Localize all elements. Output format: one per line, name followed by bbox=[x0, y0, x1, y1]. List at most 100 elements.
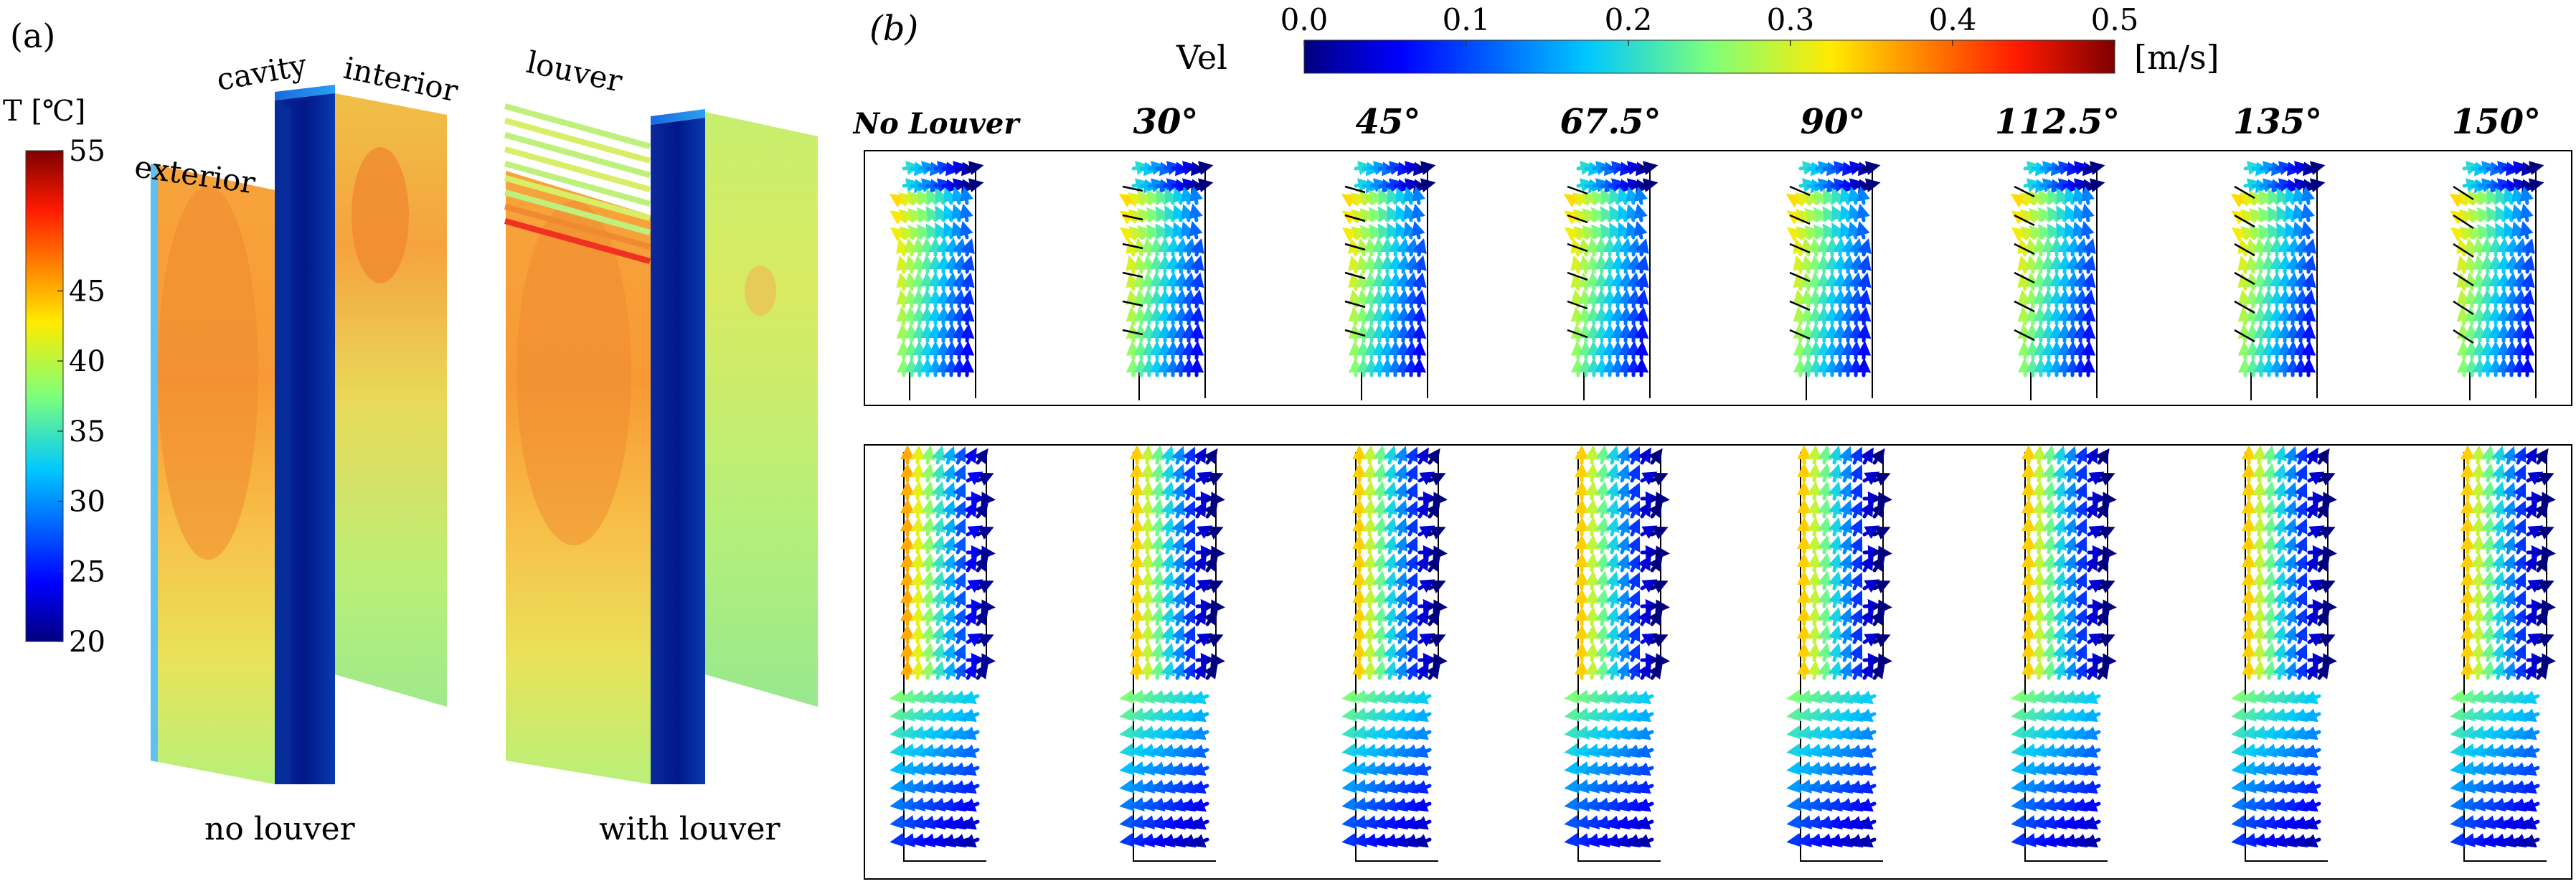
velocity-vector bbox=[2276, 205, 2290, 222]
velocity-vector bbox=[2074, 536, 2087, 555]
velocity-vector bbox=[2302, 272, 2316, 291]
velocity-vector bbox=[2523, 662, 2537, 680]
velocity-vector bbox=[2273, 535, 2287, 555]
lower-field-5 bbox=[2011, 445, 2117, 862]
velocity-vector bbox=[1428, 653, 1448, 668]
column-header: 135° bbox=[2233, 102, 2322, 142]
velocity-vector bbox=[896, 272, 910, 291]
velocity-vector bbox=[2273, 499, 2287, 519]
velocity-vector bbox=[1626, 255, 1641, 274]
velocity-vector bbox=[1831, 222, 1845, 240]
velocity-vector bbox=[1600, 223, 1614, 240]
velocity-vector bbox=[1362, 445, 1377, 465]
velocity-vector bbox=[1383, 535, 1397, 555]
velocity-vector bbox=[1359, 191, 1375, 207]
velocity-vector bbox=[2301, 341, 2316, 360]
velocity-vector bbox=[1190, 255, 1204, 274]
velocity-vector bbox=[935, 222, 948, 240]
velocity-vector bbox=[1590, 224, 1606, 240]
velocity-vector bbox=[1605, 660, 1620, 680]
velocity-colorbar-unit: [m/s] bbox=[2134, 38, 2219, 77]
velocity-vector bbox=[2513, 464, 2527, 483]
velocity-vector bbox=[1388, 255, 1403, 274]
velocity-vector bbox=[1570, 358, 1585, 377]
velocity-vector bbox=[1190, 744, 1209, 758]
velocity-vector bbox=[2011, 227, 2027, 242]
velocity-vector bbox=[1404, 324, 1419, 343]
velocity-vector bbox=[2283, 589, 2298, 608]
velocity-vector bbox=[2082, 708, 2101, 723]
velocity-vector bbox=[1618, 222, 1631, 240]
velocity-vector bbox=[1818, 642, 1832, 662]
velocity-vector bbox=[2491, 624, 2506, 644]
velocity-vector bbox=[1635, 834, 1654, 848]
velocity-vector bbox=[1635, 708, 1654, 723]
velocity-vector bbox=[2065, 341, 2080, 360]
velocity-vector bbox=[1373, 588, 1387, 608]
velocity-vector bbox=[2481, 517, 2496, 537]
velocity-vector bbox=[2230, 194, 2247, 208]
velocity-vector bbox=[1395, 222, 1409, 240]
velocity-vector bbox=[951, 187, 966, 205]
velocity-vector bbox=[2502, 517, 2516, 537]
velocity-vector bbox=[2273, 588, 2287, 608]
velocity-vector bbox=[1362, 463, 1377, 483]
velocity-vector bbox=[2526, 633, 2544, 647]
velocity-vector bbox=[1364, 306, 1379, 326]
velocity-vector bbox=[1627, 446, 1641, 465]
velocity-vector bbox=[1635, 816, 1654, 830]
velocity-vector bbox=[1348, 306, 1363, 326]
velocity-vector bbox=[2084, 608, 2098, 626]
velocity-vector bbox=[1627, 644, 1641, 662]
velocity-vector bbox=[2263, 499, 2277, 519]
velocity-vector bbox=[2480, 289, 2495, 309]
velocity-vector bbox=[2504, 289, 2519, 309]
velocity-vector bbox=[966, 579, 983, 593]
velocity-vector bbox=[2097, 472, 2115, 486]
interior-hotspot-louver bbox=[745, 265, 776, 316]
velocity-vector bbox=[912, 341, 927, 360]
velocity-vector bbox=[2029, 208, 2044, 224]
velocity-vector bbox=[1140, 517, 1155, 537]
velocity-vector bbox=[2273, 463, 2287, 483]
velocity-vector bbox=[2052, 588, 2067, 608]
velocity-vector bbox=[1362, 642, 1377, 662]
velocity-vector bbox=[2513, 662, 2527, 680]
velocity-vector bbox=[1181, 306, 1197, 326]
velocity-vector bbox=[1595, 481, 1610, 501]
velocity-vector bbox=[1373, 535, 1387, 555]
velocity-vector bbox=[2261, 255, 2276, 274]
upper-vector-frame bbox=[864, 150, 2572, 406]
velocity-vector bbox=[1171, 661, 1186, 680]
velocity-vector bbox=[1428, 545, 1448, 560]
velocity-vector bbox=[1190, 238, 1204, 257]
exterior-hotspot bbox=[158, 187, 258, 560]
velocity-vector bbox=[910, 463, 925, 483]
velocity-vector bbox=[1807, 481, 1822, 501]
exterior-hotspot-louver bbox=[516, 201, 631, 545]
velocity-vector bbox=[1415, 555, 1429, 573]
velocity-vector bbox=[921, 624, 935, 644]
louver-blade-section bbox=[2014, 214, 2035, 227]
velocity-vector bbox=[904, 289, 919, 309]
velocity-vector bbox=[2502, 553, 2516, 573]
lower-field-7 bbox=[2450, 445, 2556, 862]
interior-face-louver bbox=[705, 112, 818, 707]
velocity-vector bbox=[1171, 481, 1186, 501]
velocity-vector bbox=[1166, 306, 1181, 326]
velocity-vector bbox=[1203, 555, 1218, 573]
velocity-vector bbox=[2293, 306, 2308, 326]
velocity-vector bbox=[1828, 570, 1842, 591]
velocity-vector bbox=[1173, 187, 1186, 205]
velocity-vector bbox=[1595, 570, 1610, 591]
velocity-vector bbox=[2283, 661, 2298, 680]
velocity-vector bbox=[1383, 517, 1397, 537]
velocity-vector bbox=[2041, 272, 2056, 291]
velocity-vector bbox=[2480, 255, 2495, 274]
velocity-vector bbox=[2520, 324, 2535, 343]
velocity-vector bbox=[2252, 660, 2267, 680]
velocity-vector bbox=[1856, 220, 1870, 240]
velocity-vector bbox=[1396, 255, 1411, 274]
velocity-vector bbox=[2301, 289, 2316, 309]
velocity-vector bbox=[1146, 224, 1161, 240]
